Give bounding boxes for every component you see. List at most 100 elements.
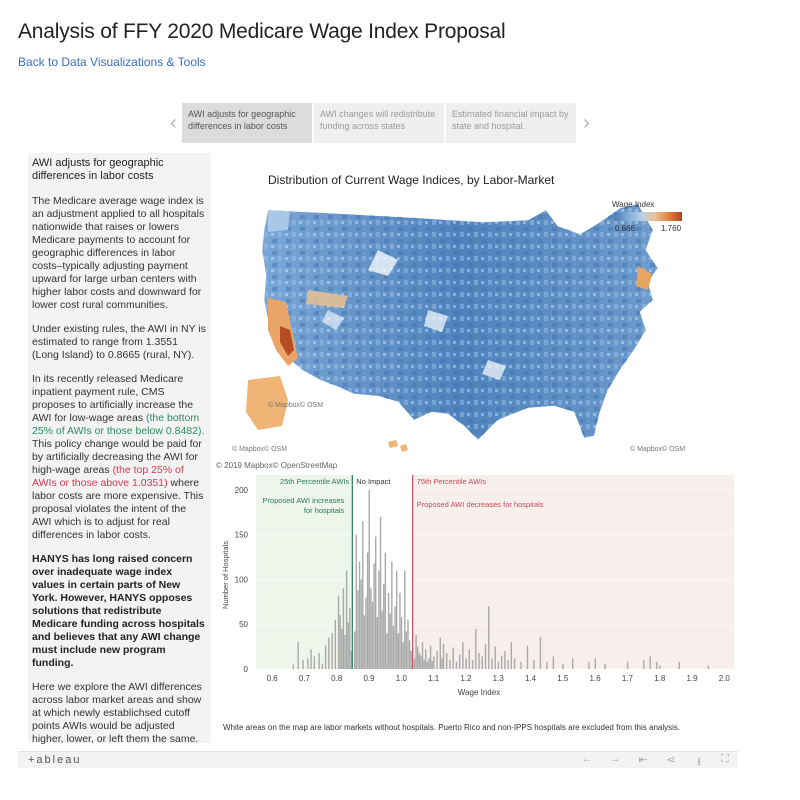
page-title: Analysis of FFY 2020 Medicare Wage Index… <box>18 20 506 43</box>
us-wage-index-map[interactable] <box>228 190 688 458</box>
legend-max: 1.760 <box>661 224 682 233</box>
p3-text-b: This policy change would be paid for by … <box>32 438 202 476</box>
histogram-bar <box>363 615 366 669</box>
story-tab-1[interactable]: AWI adjusts for geographic differences i… <box>182 103 312 143</box>
y-tick-label: 0 <box>244 665 249 674</box>
y-tick-label: 50 <box>239 620 248 629</box>
histogram-bar <box>510 642 513 669</box>
histogram-bar <box>365 597 367 669</box>
histogram-bar <box>331 633 333 669</box>
x-tick-label: 1.5 <box>557 674 569 683</box>
x-tick-label: 0.6 <box>267 674 279 683</box>
histogram-bar <box>379 516 382 669</box>
histogram-bar <box>478 652 480 669</box>
story-tab-3[interactable]: Estimated financial impact by state and … <box>446 103 576 143</box>
x-tick-label: 1.2 <box>460 674 472 683</box>
histogram-bar <box>376 617 379 669</box>
histogram-bar <box>507 660 509 669</box>
histogram-bar <box>481 656 483 669</box>
share-icon[interactable]: ⋖ <box>666 754 676 766</box>
description-panel: AWI adjusts for geographic differences i… <box>28 153 211 745</box>
wage-index-histogram[interactable]: 0 50 100 150 200 0.6 0.7 0.8 0.9 1.0 1.1 1.2 1.3 1.4 1… <box>216 473 738 705</box>
histogram-bar <box>458 654 461 669</box>
histogram-bar <box>471 660 474 669</box>
x-tick-label: 1.4 <box>525 674 537 683</box>
redo-icon[interactable]: → <box>609 753 621 765</box>
histogram-bar <box>491 658 493 669</box>
story-navigator: ‹ AWI adjusts for geographic differences… <box>165 103 595 143</box>
label-increase-1: Proposed AWI increases <box>262 496 344 505</box>
histogram-bar <box>357 590 359 669</box>
x-tick-label: 1.6 <box>590 674 602 683</box>
histogram-bar <box>310 649 312 669</box>
histogram-bar <box>475 628 477 669</box>
map-title: Distribution of Current Wage Indices, by… <box>268 173 555 187</box>
histogram-bar <box>449 660 451 669</box>
histogram-bar <box>426 661 429 669</box>
label-decrease: Proposed AWI decreases for hospitals <box>417 500 544 509</box>
shaded-region-1 <box>412 475 734 669</box>
legend-color-ramp <box>614 212 682 221</box>
map-attribution-inner: © Mapbox© OSM <box>268 402 324 409</box>
paragraph-1: The Medicare average wage index is an ad… <box>32 195 205 311</box>
histogram-bar <box>350 651 353 669</box>
label-75th-percentile: 75th Percentile AWIs <box>417 477 487 486</box>
histogram-bar <box>355 534 358 669</box>
histogram-bar <box>404 570 406 669</box>
histogram-bar <box>484 643 487 669</box>
x-tick-label: 1.8 <box>654 674 666 683</box>
histogram-bar <box>488 606 490 669</box>
histogram-bar <box>441 658 443 669</box>
histogram-bar <box>360 579 362 669</box>
histogram-bar <box>400 617 403 669</box>
histogram-bar <box>500 655 503 669</box>
revert-icon[interactable]: ⇤ <box>638 754 648 766</box>
histogram-bar <box>389 613 391 669</box>
histogram-bar <box>678 661 680 669</box>
histogram-bar <box>604 663 606 669</box>
histogram-bar <box>425 649 427 669</box>
undo-icon[interactable]: ← <box>581 753 593 765</box>
histogram-bar <box>405 631 408 669</box>
label-25th-percentile: 25th Percentile AWIs <box>280 477 350 486</box>
chevron-right-icon[interactable]: › <box>583 111 590 134</box>
histogram-bar <box>455 661 458 669</box>
p3-text-a: In its recently released Medicare inpati… <box>32 373 194 424</box>
x-tick-label: 1.7 <box>622 674 634 683</box>
histogram-bar <box>413 658 416 669</box>
histogram-bar <box>397 633 400 669</box>
x-tick-label: 0.7 <box>299 674 311 683</box>
histogram-bar <box>643 660 645 669</box>
fullscreen-icon[interactable]: ⛶ <box>721 753 729 765</box>
legend-title: Wage Index <box>612 200 655 209</box>
histogram-bar <box>416 646 419 669</box>
histogram-bar <box>407 619 409 669</box>
histogram-bar <box>562 663 564 669</box>
story-tab-2[interactable]: AWI changes will redistribute funding ac… <box>314 103 444 143</box>
histogram-bar <box>626 661 629 669</box>
download-icon[interactable]: ⭳ <box>697 756 701 768</box>
x-tick-label: 0.9 <box>363 674 375 683</box>
tableau-logo[interactable]: +ableau <box>28 754 82 766</box>
histogram-bar <box>415 634 417 669</box>
histogram-bar <box>381 610 383 669</box>
chevron-left-icon[interactable]: ‹ <box>170 111 177 134</box>
histogram-bar <box>429 645 432 669</box>
histogram-bar <box>655 661 658 669</box>
map-attribution-right: © Mapbox© OSM <box>630 446 686 453</box>
histogram-bar <box>659 665 661 669</box>
histogram-bar <box>452 647 454 669</box>
histogram-bar <box>368 489 370 669</box>
histogram-bar <box>324 645 327 669</box>
paragraph-4: HANYS has long raised concern over inade… <box>32 553 205 669</box>
histogram-bar <box>408 640 411 669</box>
histogram-bar <box>307 658 309 669</box>
histogram-bar <box>391 561 393 669</box>
x-tick-label: 2.0 <box>719 674 731 683</box>
y-tick-label: 100 <box>235 575 249 584</box>
back-link[interactable]: Back to Data Visualizations & Tools <box>18 55 206 69</box>
histogram-bar <box>433 656 435 669</box>
y-tick-label: 200 <box>235 486 249 495</box>
histogram-bar <box>347 622 349 669</box>
histogram-bar <box>402 642 404 669</box>
